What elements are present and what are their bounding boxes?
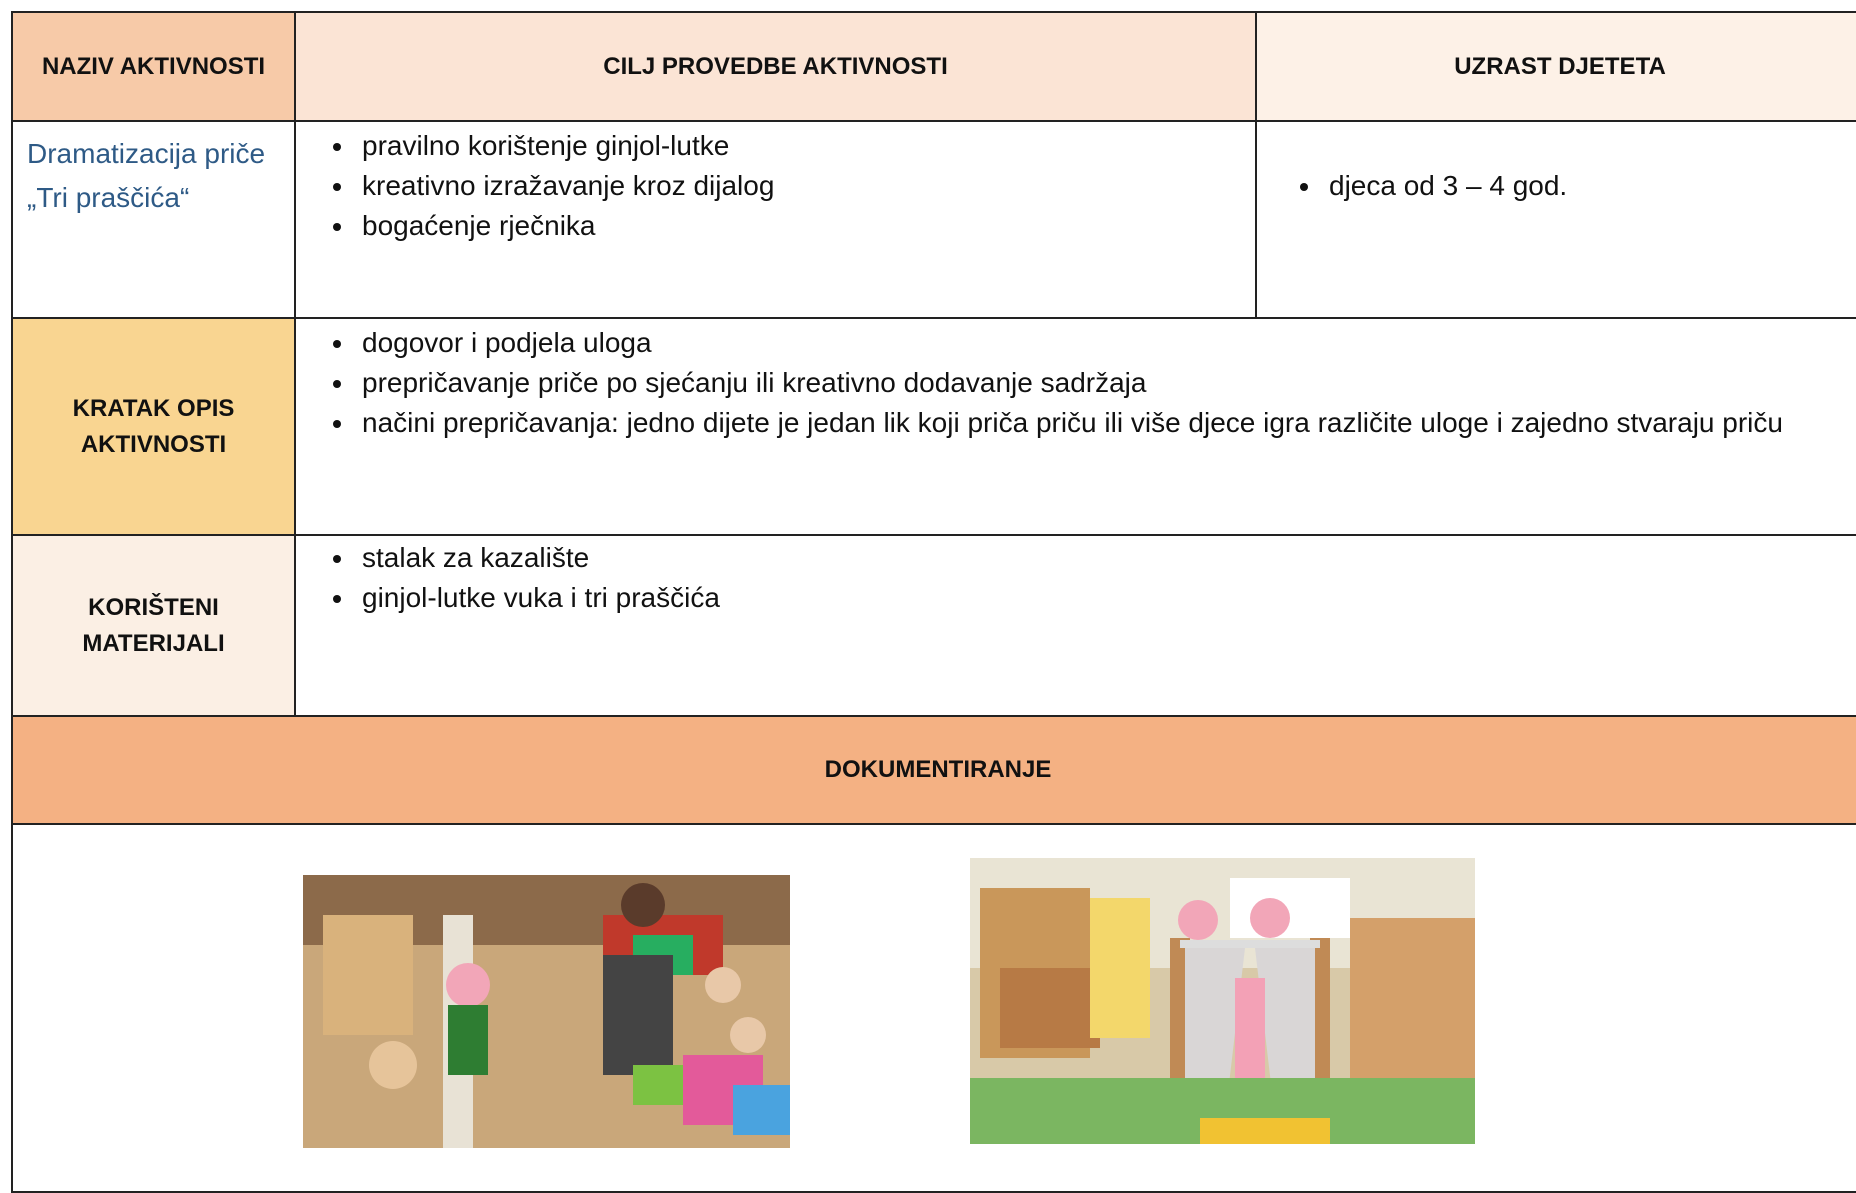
label-cell: KRATAK OPIS AKTIVNOSTI	[11, 317, 296, 536]
list-item: bogaćenje rječnika	[356, 206, 1255, 246]
section-title: DOKUMENTIRANJE	[824, 756, 1052, 783]
list-item: pravilno korištenje ginjol-lutke	[356, 126, 1255, 166]
header-text: CILJ PROVEDBE AKTIVNOSTI	[603, 52, 948, 80]
header-text: NAZIV AKTIVNOSTI	[41, 52, 266, 80]
list-item: načini prepričavanja: jedno dijete je je…	[356, 403, 1847, 443]
header-cell: NAZIV AKTIVNOSTI	[11, 11, 296, 122]
goals-cell: pravilno korištenje ginjol-lutkekreativn…	[294, 120, 1257, 319]
materials-list: stalak za kazališteginjol-lutke vuka i t…	[296, 538, 1856, 618]
label-cell: KORIŠTENI MATERIJALI	[11, 534, 296, 717]
photo	[970, 858, 1475, 1144]
description-cell: dogovor i podjela ulogaprepričavanje pri…	[294, 317, 1856, 536]
label-text: KRATAK OPIS AKTIVNOSTI	[72, 394, 235, 458]
description-list: dogovor i podjela ulogaprepričavanje pri…	[296, 323, 1847, 443]
list-item: dogovor i podjela uloga	[356, 323, 1847, 363]
list-item: ginjol-lutke vuka i tri praščića	[356, 578, 1856, 618]
list-item: djeca od 3 – 4 god.	[1323, 166, 1856, 206]
list-item: prepričavanje priče po sjećanju ili krea…	[356, 363, 1847, 403]
photo	[303, 875, 790, 1148]
section-header: DOKUMENTIRANJE	[11, 715, 1856, 825]
list-item: stalak za kazalište	[356, 538, 1856, 578]
list-item: kreativno izražavanje kroz dijalog	[356, 166, 1255, 206]
age-list: djeca od 3 – 4 god.	[1257, 166, 1856, 206]
documentation-cell	[11, 823, 1856, 1193]
materials-cell: stalak za kazališteginjol-lutke vuka i t…	[294, 534, 1856, 717]
activity-name: Dramatizacija priče „Tri praščića“	[27, 138, 266, 213]
label-text: KORIŠTENI MATERIJALI	[82, 593, 225, 657]
header-text: UZRAST DJETETA	[1454, 52, 1666, 80]
age-cell: djeca od 3 – 4 god.	[1255, 120, 1856, 319]
header-cell: UZRAST DJETETA	[1255, 11, 1856, 122]
header-cell: CILJ PROVEDBE AKTIVNOSTI	[294, 11, 1257, 122]
goals-list: pravilno korištenje ginjol-lutkekreativn…	[296, 126, 1255, 246]
activity-name-cell: Dramatizacija priče „Tri praščića“	[11, 120, 296, 319]
